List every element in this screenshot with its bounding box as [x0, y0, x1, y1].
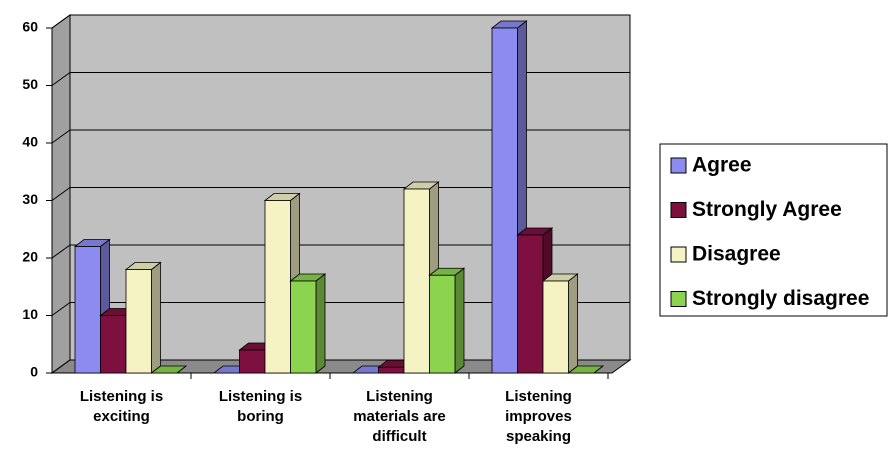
bar-side [151, 261, 161, 374]
grid-line-side [51, 14, 71, 29]
x-tick-label: Listening is exciting [79, 388, 164, 425]
bar [378, 366, 405, 374]
bar [429, 274, 456, 374]
y-tick-label: 10 [22, 306, 38, 322]
y-tick-label: 40 [22, 134, 38, 150]
bar [125, 269, 152, 374]
bar [517, 234, 544, 374]
bar-side [315, 273, 326, 374]
y-tick-label: 30 [22, 191, 38, 207]
bar [290, 280, 317, 374]
bar [100, 315, 127, 374]
legend-label: Strongly disagree [692, 287, 869, 310]
legend-swatch [670, 291, 687, 307]
legend-box [659, 143, 888, 317]
legend-swatch [670, 246, 687, 263]
bar [74, 246, 101, 374]
y-tick-label: 20 [22, 249, 38, 265]
bar [491, 27, 518, 374]
bar [403, 188, 430, 374]
bar-side [568, 273, 578, 374]
grid-line-side [51, 244, 71, 259]
bar-top [150, 365, 188, 374]
x-tick-label-box: Listening improves speaking [505, 388, 572, 445]
y-tick-label: 50 [22, 76, 38, 92]
bar-side [454, 267, 465, 374]
grid-line-side [51, 187, 71, 201]
legend-label: Agree [692, 154, 752, 177]
x-tick-label-box: Listening is exciting [79, 388, 164, 425]
bar [264, 200, 291, 374]
x-tick-label: Listening improves speaking [505, 388, 572, 445]
bar [542, 280, 569, 374]
x-tick-label-box: Listening is boring [218, 388, 303, 425]
x-tick-label: Listening is boring [218, 388, 303, 425]
y-tick-label: 0 [30, 364, 38, 380]
grid-line-side [51, 129, 71, 144]
y-tick-label: 60 [22, 19, 38, 35]
legend-swatch [670, 202, 687, 218]
legend-swatch [670, 157, 687, 174]
bar-top [567, 365, 605, 374]
legend-label: Disagree [692, 243, 781, 266]
x-tick-label-box: Listening materials are difficult [353, 388, 446, 445]
legend-label: Strongly Agree [692, 198, 842, 221]
grid-line-side [51, 72, 71, 86]
grid-line-side [51, 359, 71, 374]
x-tick-label: Listening materials are difficult [353, 388, 446, 445]
bar [239, 349, 266, 374]
grid-line-side [51, 302, 71, 316]
